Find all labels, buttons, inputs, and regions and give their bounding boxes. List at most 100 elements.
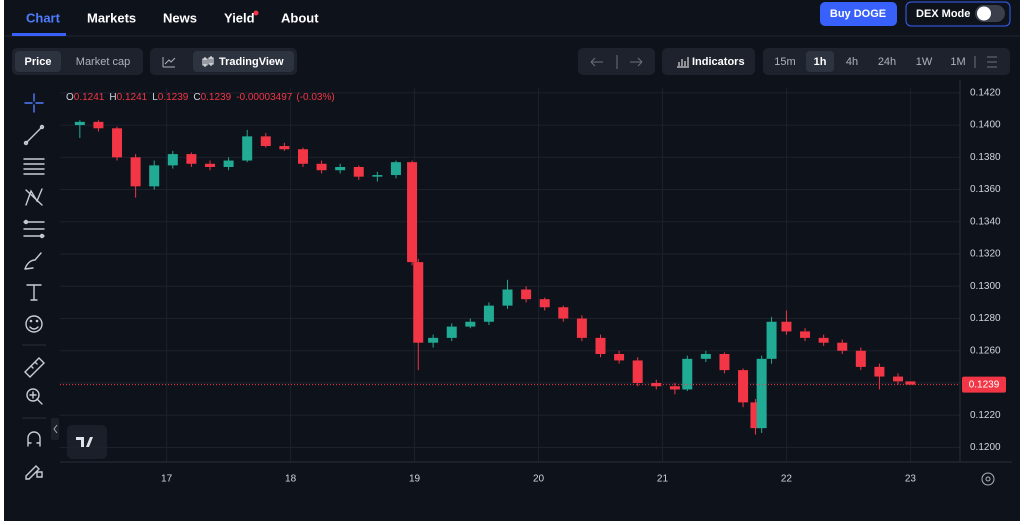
- nav-tab[interactable]: Chart: [26, 10, 61, 25]
- lines-tool[interactable]: [23, 158, 45, 175]
- nav-tab[interactable]: Yield: [224, 10, 255, 25]
- candle-body: [700, 353, 711, 359]
- candle-body: [112, 128, 123, 158]
- candle-body: [651, 383, 662, 387]
- candle-body: [316, 163, 327, 171]
- candle-body: [502, 289, 513, 306]
- chart-mode[interactable]: Price: [25, 56, 52, 68]
- x-tick-label: 23: [905, 474, 917, 485]
- zoom-tool[interactable]: [26, 388, 43, 405]
- collapse-icon: [53, 424, 58, 434]
- text-tool[interactable]: [26, 284, 42, 301]
- candle-body: [167, 154, 178, 166]
- candle-body: [149, 165, 160, 187]
- candle-body: [837, 342, 848, 351]
- y-tick-label: 0.1360: [970, 184, 1001, 195]
- readout-key: O: [66, 92, 74, 103]
- candle-body: [539, 299, 550, 308]
- candle-body: [595, 337, 606, 354]
- candle-body: [93, 121, 104, 129]
- ohlc-readout: O0.1241 H0.1241 L0.1239 C0.1239 -0.00003497(…: [66, 92, 335, 103]
- ruler-tool[interactable]: [24, 357, 45, 378]
- candle-body: [632, 360, 643, 384]
- candle-body: [390, 162, 401, 176]
- active-mode[interactable]: [15, 51, 61, 72]
- tradingview-active[interactable]: [193, 51, 294, 72]
- candle-body: [279, 146, 290, 150]
- candle-body: [874, 366, 885, 377]
- fib-tool[interactable]: [23, 219, 45, 239]
- active-tab-underline: [12, 33, 66, 36]
- readout-value: 0.1239: [201, 92, 232, 103]
- top-area: Chart Markets News Yield About Buy DOGE DEX Mo…: [12, 1, 1011, 75]
- candle-body: [260, 136, 271, 147]
- candle-body: [372, 175, 383, 177]
- nav-tab[interactable]: Markets: [87, 10, 136, 25]
- candle-body: [130, 157, 141, 187]
- interval[interactable]: 24h: [878, 56, 896, 68]
- brush-tool[interactable]: [24, 252, 42, 270]
- interval-settings[interactable]: [974, 56, 997, 68]
- candle-body: [186, 154, 197, 164]
- y-tick-label: 0.1260: [970, 345, 1001, 356]
- candle-body: [614, 353, 625, 361]
- buy-button[interactable]: [820, 2, 897, 26]
- emoji-tool[interactable]: [25, 315, 43, 333]
- x-tick-label: 22: [781, 474, 793, 485]
- y-tick-label: 0.1300: [970, 281, 1001, 292]
- readout-value: 0.1241: [117, 92, 148, 103]
- candle-body: [905, 381, 916, 385]
- magnet-tool[interactable]: [27, 431, 41, 447]
- drawing-toolbar: [22, 93, 107, 480]
- line-chart-icon[interactable]: [162, 57, 176, 68]
- candle-body: [297, 149, 308, 164]
- readout-change-pct: (-0.03%): [296, 92, 334, 103]
- x-tick-label: 17: [161, 474, 173, 485]
- candle-body: [893, 376, 904, 382]
- axis-settings[interactable]: [981, 472, 995, 486]
- candle-body: [682, 358, 693, 390]
- active-interval[interactable]: [806, 51, 834, 72]
- collapse-button[interactable]: [51, 418, 59, 440]
- indicators-label: Indicators: [692, 56, 745, 68]
- readout-value: 0.1239: [158, 92, 189, 103]
- interval[interactable]: 1W: [916, 56, 933, 68]
- y-tick-label: 0.1420: [970, 87, 1001, 98]
- candle-body: [766, 321, 777, 359]
- crosshair-tool[interactable]: [24, 93, 44, 113]
- tv-logo: [76, 437, 93, 447]
- chart-mode[interactable]: Market cap: [76, 56, 130, 68]
- nav-tab[interactable]: About: [281, 10, 319, 25]
- buy-button-label: Buy DOGE: [830, 8, 886, 20]
- candle-body: [669, 386, 680, 390]
- trendline-tool[interactable]: [23, 124, 45, 146]
- lock-draw-tool[interactable]: [25, 465, 43, 480]
- dex-mode-button[interactable]: [905, 1, 1011, 27]
- tradingview-label: TradingView: [219, 56, 284, 68]
- readout-key: H: [109, 92, 116, 103]
- candle-body: [242, 136, 253, 161]
- dex-mode-label: DEX Mode: [916, 8, 970, 20]
- history-arrows[interactable]: [590, 55, 643, 69]
- candle-body: [558, 307, 569, 319]
- candle-body: [74, 121, 85, 126]
- candle-body: [223, 160, 234, 167]
- y-tick-label: 0.1340: [970, 216, 1001, 227]
- candle-body: [738, 370, 749, 403]
- nav-tab[interactable]: News: [163, 10, 197, 25]
- candle-body: [483, 305, 494, 322]
- indicators-button[interactable]: [662, 48, 755, 75]
- interval[interactable]: 1M: [950, 56, 965, 68]
- pattern-tool[interactable]: [25, 188, 43, 206]
- y-tick-label: 0.1400: [970, 120, 1001, 131]
- candle-body: [428, 337, 439, 343]
- candle-body: [521, 289, 532, 300]
- interval[interactable]: 4h: [846, 56, 858, 68]
- candle-body: [205, 163, 215, 167]
- readout-key: L: [152, 92, 158, 103]
- interval[interactable]: 1h: [814, 56, 827, 68]
- interval[interactable]: 15m: [774, 56, 795, 68]
- readout-key: C: [193, 92, 200, 103]
- candle-body: [413, 262, 424, 343]
